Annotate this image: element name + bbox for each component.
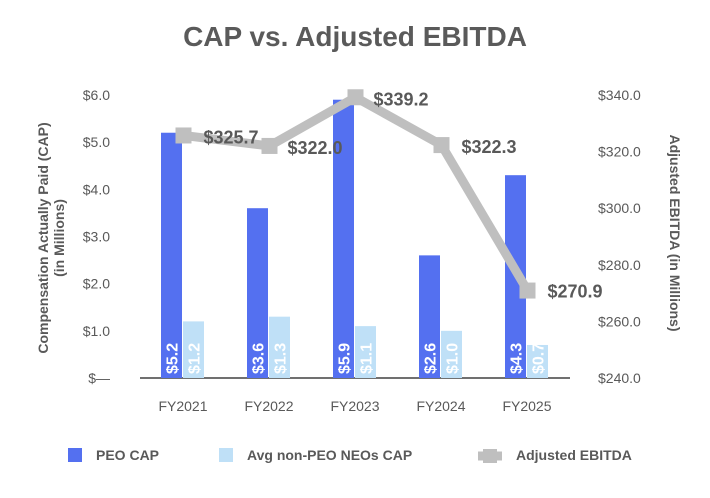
- legend-peo-cap-swatch: [68, 448, 82, 462]
- left-tick-label: $3.0: [83, 229, 110, 245]
- left-axis: $— $1.0 $2.0 $3.0 $4.0 $5.0 $6.0: [83, 87, 110, 386]
- neo-cap-bar: [183, 321, 204, 378]
- peo-cap-bar-label: $4.3: [509, 343, 526, 374]
- right-tick-label: $320.0: [598, 144, 641, 160]
- peo-cap-bar-label: $5.2: [165, 343, 182, 374]
- ebitda-line: [182, 92, 532, 293]
- neo-cap-bar: [441, 330, 462, 378]
- right-axis: $240.0 $260.0 $280.0 $300.0 $320.0 $340.0: [598, 87, 641, 386]
- left-tick-label: $6.0: [83, 87, 110, 103]
- legend-neo-cap-label: Avg non-PEO NEOs CAP: [247, 447, 412, 463]
- right-axis-title: Adjusted EBITDA (in Millions): [667, 134, 683, 331]
- legend-neo-cap-swatch: [219, 448, 233, 462]
- ebitda-value-label: $322.3: [462, 137, 517, 157]
- neo-cap-bar: [269, 316, 290, 378]
- x-category-label: FY2022: [244, 398, 293, 414]
- peo-cap-bar-label: $5.9: [337, 343, 354, 374]
- peo-cap-bar: [161, 132, 182, 378]
- peo-cap-bar-label: $2.6: [423, 343, 440, 374]
- left-tick-label: $—: [88, 370, 110, 386]
- ebitda-value-label: $270.9: [548, 282, 603, 302]
- neo-cap-bar-label: $1.3: [273, 343, 290, 374]
- left-axis-title-line1: Compensation Actually Paid (CAP): [35, 122, 51, 353]
- right-tick-label: $340.0: [598, 87, 641, 103]
- peo-cap-bar: [247, 208, 268, 378]
- ebitda-point: [261, 137, 278, 154]
- peo-cap-bar: [333, 99, 354, 378]
- x-axis: FY2021 FY2022 FY2023 FY2024 FY2025: [158, 398, 551, 414]
- right-tick-label: $240.0: [598, 370, 641, 386]
- ebitda-line-group: $325.7 $322.0 $339.2 $322.3 $270.9: [175, 89, 603, 302]
- right-tick-label: $300.0: [598, 200, 641, 216]
- legend-peo-cap-label: PEO CAP: [96, 447, 159, 463]
- chart-title: CAP vs. Adjusted EBITDA: [183, 21, 527, 52]
- left-tick-label: $5.0: [83, 134, 110, 150]
- peo-cap-bar-label: $3.6: [251, 343, 268, 374]
- left-tick-label: $4.0: [83, 181, 110, 197]
- ebitda-point: [433, 137, 450, 154]
- left-axis-title: Compensation Actually Paid (CAP) (in Mil…: [35, 122, 67, 353]
- ebitda-point: [175, 127, 192, 144]
- right-tick-label: $260.0: [598, 313, 641, 329]
- ebitda-point: [347, 89, 364, 106]
- neo-cap-bar-label: $0.7: [531, 343, 548, 374]
- right-tick-label: $280.0: [598, 257, 641, 273]
- neo-cap-bar-label: $1.0: [445, 343, 462, 374]
- left-tick-label: $2.0: [83, 276, 110, 292]
- x-category-label: FY2024: [416, 398, 465, 414]
- left-axis-title-line2: (in Millions): [51, 199, 67, 277]
- x-category-label: FY2025: [502, 398, 551, 414]
- peo-cap-bar: [419, 255, 440, 378]
- neo-cap-bar: [355, 326, 376, 378]
- legend-ebitda-marker: [483, 449, 497, 463]
- neo-cap-bar-label: $1.1: [359, 343, 376, 374]
- legend: PEO CAP Avg non-PEO NEOs CAP Adjusted EBIT…: [68, 447, 632, 463]
- left-tick-label: $1.0: [83, 323, 110, 339]
- neo-cap-bar-label: $1.2: [187, 343, 204, 374]
- legend-ebitda-label: Adjusted EBITDA: [516, 447, 632, 463]
- right-axis-title-text: Adjusted EBITDA (in Millions): [667, 134, 683, 331]
- x-category-label: FY2021: [158, 398, 207, 414]
- bars-group: $5.2 $3.6 $5.9 $2.6 $4.3 $1.2 $1.3 $1.1 $1.0 $0.7: [161, 99, 548, 378]
- x-category-label: FY2023: [330, 398, 379, 414]
- ebitda-value-label: $322.0: [288, 138, 343, 158]
- neo-cap-bar: [527, 344, 548, 378]
- ebitda-value-label: $325.7: [204, 127, 259, 147]
- ebitda-value-label: $339.2: [374, 89, 429, 109]
- ebitda-point: [519, 282, 536, 299]
